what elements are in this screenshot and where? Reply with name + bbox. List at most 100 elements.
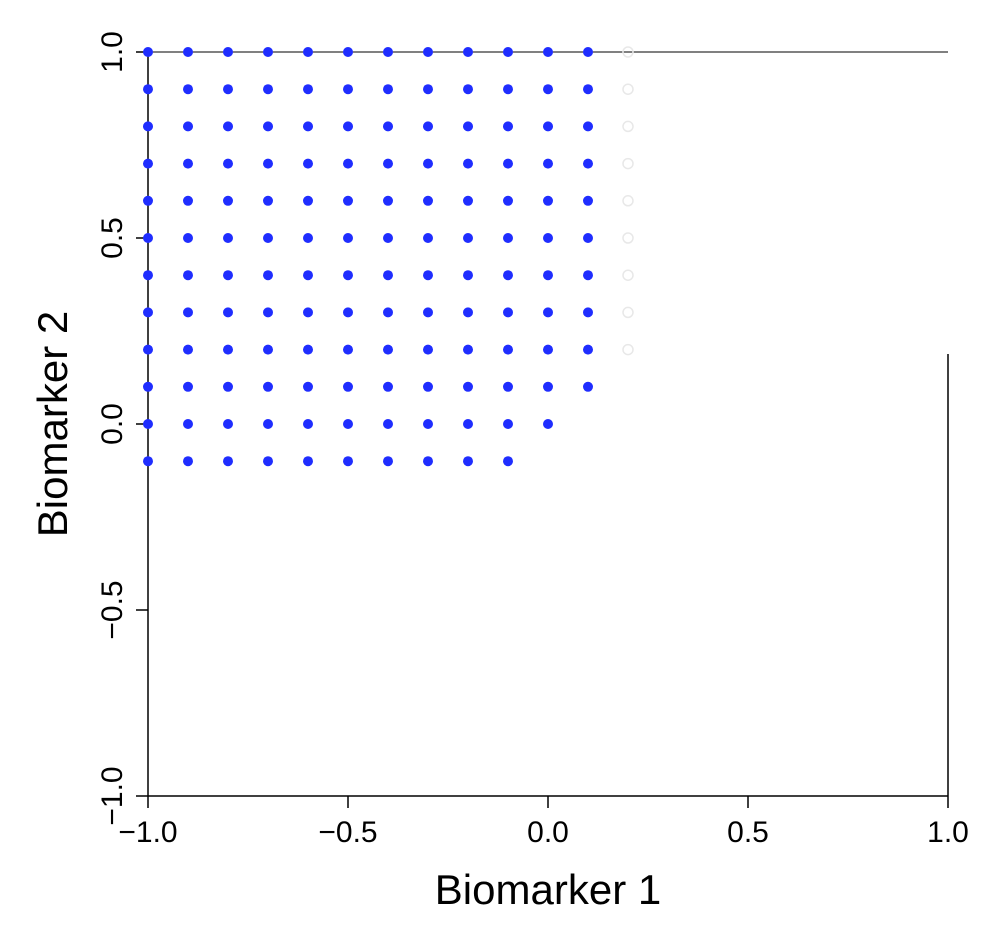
data-point xyxy=(343,47,353,57)
data-point xyxy=(183,47,193,57)
y-axis-title: Biomarker 2 xyxy=(29,311,76,537)
data-point xyxy=(223,158,233,169)
data-points xyxy=(143,46,634,467)
data-point xyxy=(503,158,513,169)
data-point xyxy=(303,456,313,467)
y-tick-label: −0.5 xyxy=(96,580,129,639)
data-point xyxy=(263,381,273,392)
data-point xyxy=(223,47,233,57)
data-point xyxy=(583,195,593,206)
data-point xyxy=(383,270,393,281)
data-point xyxy=(303,158,313,169)
data-point xyxy=(143,344,153,355)
data-point xyxy=(463,270,473,281)
data-point xyxy=(183,270,193,281)
data-point xyxy=(343,270,353,281)
data-point xyxy=(583,344,593,355)
data-point xyxy=(463,456,473,467)
data-point xyxy=(543,84,553,95)
data-point xyxy=(583,381,593,392)
data-point xyxy=(423,270,433,281)
data-point xyxy=(423,381,433,392)
data-point xyxy=(223,84,233,95)
data-point xyxy=(343,121,353,132)
data-point xyxy=(143,381,153,392)
data-point xyxy=(543,381,553,392)
tick-labels: −1.0 −0.5 0.0 0.5 1.0 −1.0 −0.5 0.0 0.5 1.0 xyxy=(96,31,969,849)
data-point xyxy=(223,381,233,392)
data-point xyxy=(223,233,233,243)
data-point xyxy=(503,121,513,132)
data-point xyxy=(622,195,634,207)
data-point xyxy=(423,307,433,318)
data-point xyxy=(423,419,433,429)
data-point xyxy=(263,307,273,318)
data-point xyxy=(303,419,313,429)
data-point xyxy=(503,456,513,467)
data-point xyxy=(503,270,513,281)
data-point xyxy=(583,84,593,95)
data-point xyxy=(503,47,513,57)
data-point xyxy=(423,195,433,206)
data-point xyxy=(423,121,433,132)
data-point xyxy=(143,84,153,95)
data-point xyxy=(423,233,433,243)
data-point xyxy=(543,195,553,206)
data-point xyxy=(303,381,313,392)
x-tick-label: −1.0 xyxy=(118,816,177,849)
data-point xyxy=(543,270,553,281)
y-tick-label: −1.0 xyxy=(96,766,129,825)
data-point xyxy=(263,121,273,132)
data-point xyxy=(423,158,433,169)
data-point xyxy=(183,381,193,392)
data-point xyxy=(263,270,273,281)
data-point xyxy=(622,83,634,95)
data-point xyxy=(183,158,193,169)
data-point xyxy=(383,84,393,95)
data-point xyxy=(583,307,593,318)
data-point xyxy=(183,456,193,467)
data-point xyxy=(543,307,553,318)
data-point xyxy=(223,456,233,467)
data-point xyxy=(383,381,393,392)
data-point xyxy=(463,84,473,95)
data-point xyxy=(143,158,153,169)
data-point xyxy=(183,121,193,132)
data-point xyxy=(183,307,193,318)
data-point xyxy=(583,121,593,132)
data-point xyxy=(622,269,634,281)
data-point xyxy=(303,195,313,206)
data-point xyxy=(263,456,273,467)
data-point xyxy=(303,307,313,318)
data-point xyxy=(263,158,273,169)
data-point xyxy=(423,456,433,467)
data-point xyxy=(503,84,513,95)
data-point xyxy=(583,47,593,57)
data-point xyxy=(583,270,593,281)
data-point xyxy=(263,47,273,57)
data-point xyxy=(383,344,393,355)
data-point xyxy=(343,344,353,355)
data-point xyxy=(463,195,473,206)
data-point xyxy=(263,419,273,429)
data-point xyxy=(503,307,513,318)
data-point xyxy=(383,158,393,169)
data-point xyxy=(583,158,593,169)
data-point xyxy=(383,419,393,429)
data-point xyxy=(423,47,433,57)
data-point xyxy=(463,158,473,169)
data-point xyxy=(622,306,634,319)
data-point xyxy=(423,84,433,95)
data-point xyxy=(263,233,273,243)
y-tick-label: 0.0 xyxy=(96,403,129,445)
data-point xyxy=(303,121,313,132)
data-point xyxy=(383,195,393,206)
data-point xyxy=(463,381,473,392)
data-point xyxy=(263,84,273,95)
data-point xyxy=(263,344,273,355)
data-point xyxy=(143,47,153,57)
data-point xyxy=(622,120,634,133)
data-point xyxy=(383,233,393,243)
